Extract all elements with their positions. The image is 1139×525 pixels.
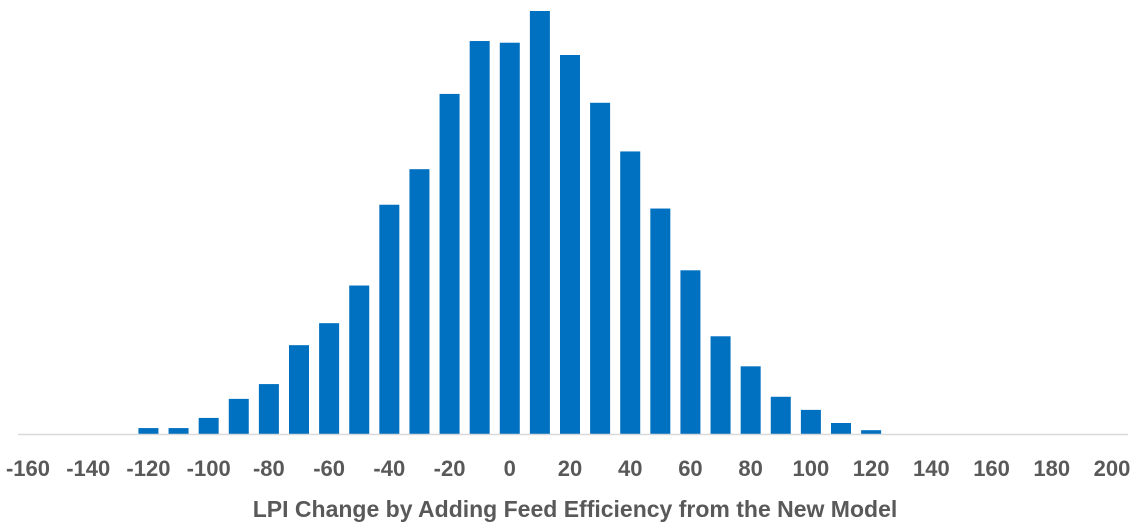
x-axis-title: LPI Change by Adding Feed Efficiency fro… bbox=[253, 496, 898, 522]
bar bbox=[770, 396, 791, 434]
bar bbox=[469, 41, 490, 434]
bar bbox=[861, 430, 882, 434]
x-tick-label: 80 bbox=[738, 456, 762, 481]
x-tick-label: 120 bbox=[853, 456, 890, 481]
x-tick-label: 180 bbox=[1033, 456, 1070, 481]
bar bbox=[529, 11, 550, 434]
x-tick-label: -80 bbox=[253, 456, 285, 481]
x-tick-label: -60 bbox=[313, 456, 345, 481]
bar bbox=[710, 336, 731, 434]
bar bbox=[499, 42, 520, 434]
bar bbox=[379, 204, 400, 434]
bars-group bbox=[138, 11, 882, 435]
bar bbox=[289, 345, 309, 434]
x-tick-label: -20 bbox=[434, 456, 466, 481]
bar bbox=[590, 102, 611, 434]
x-tick-label: 60 bbox=[678, 456, 702, 481]
x-tick-label: 100 bbox=[793, 456, 830, 481]
x-tick-label: 160 bbox=[973, 456, 1010, 481]
x-tick-label: 200 bbox=[1094, 456, 1131, 481]
x-tick-label: -160 bbox=[6, 456, 50, 481]
bar bbox=[740, 366, 761, 434]
bar bbox=[831, 423, 851, 434]
bar bbox=[650, 208, 671, 434]
x-tick-label: -40 bbox=[373, 456, 405, 481]
bar bbox=[138, 428, 159, 434]
bar bbox=[198, 417, 219, 434]
x-tick-label: 140 bbox=[913, 456, 950, 481]
x-tick-label: 40 bbox=[618, 456, 642, 481]
bar bbox=[168, 428, 189, 434]
bar bbox=[800, 409, 821, 434]
bar bbox=[319, 323, 340, 434]
x-tick-label: 0 bbox=[504, 456, 516, 481]
bar bbox=[620, 151, 641, 434]
bar bbox=[258, 384, 279, 434]
x-tick-label: -140 bbox=[66, 456, 110, 481]
x-tick-label: -100 bbox=[187, 456, 231, 481]
bar bbox=[560, 54, 580, 435]
x-tick-label: -120 bbox=[126, 456, 170, 481]
bar bbox=[409, 169, 430, 434]
x-tick-labels-group: -160 -140 -120 -100 -80 -60 -40 -20 0 20 40 60 80 100… bbox=[6, 456, 1130, 481]
x-tick-label: 20 bbox=[558, 456, 582, 481]
bar bbox=[439, 93, 460, 434]
bar bbox=[228, 398, 249, 434]
bar bbox=[680, 270, 701, 434]
bar bbox=[349, 285, 370, 434]
